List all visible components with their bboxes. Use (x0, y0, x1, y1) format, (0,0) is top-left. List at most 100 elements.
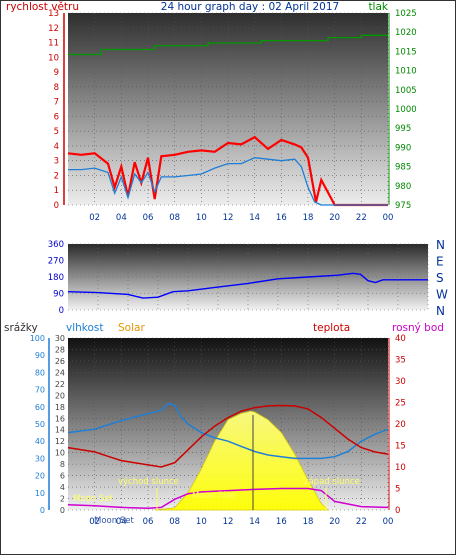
panel-1-y-right-tick-label: 1020 (395, 28, 417, 38)
panel-3-y-left2-tick-label: 10 (55, 449, 65, 458)
panel-1-series-line-1 (68, 157, 388, 206)
panel-3-markers (156, 415, 327, 510)
panel-1-series-line-0 (67, 135, 388, 207)
annotation-moon-set-2: Moon Set (94, 516, 134, 526)
panel-1-y-left-tick-label: 3 (54, 157, 59, 167)
panel-3-y-right-tick-label: 40 (395, 334, 406, 344)
panel-3-y-right-tick-label: 15 (395, 442, 406, 452)
panel-2-y-left-tick-label: 360 (48, 240, 64, 250)
panel-3-y-left1-tick-label: 90 (35, 351, 45, 360)
panel-3-y-left1-tick-label: 40 (35, 437, 45, 446)
panel-1-x-tick-label: 08 (169, 213, 180, 223)
panel-1-y-left-tick-label: 10 (48, 53, 59, 63)
panel-3-y-left2-tick-label: 4 (60, 483, 65, 492)
panel-3-y-left1-tick-label: 50 (35, 420, 45, 429)
panel-3-y-right-tick-label: 35 (395, 356, 406, 366)
panel-1-y-left-tick-label: 0 (54, 201, 59, 211)
panel-3-y-right-tick-label: 0 (395, 506, 400, 516)
panel-3-y-left1-tick-label: 10 (35, 489, 45, 498)
panel-3-y-left2-tick-label: 12 (55, 437, 65, 446)
panel-3-y-left2-tick-label: 6 (60, 472, 65, 481)
panel-2-direction-label: W (436, 288, 448, 302)
panel-3-y-right-tick-label: 5 (395, 485, 400, 495)
panel-1-y-right-tick-label: 985 (395, 163, 411, 173)
legend-vlhkost: vlhkost (66, 322, 104, 334)
panel-3-x-tick-label: 02 (89, 517, 100, 527)
chart-title: 24 hour graph day : 02 April 2017 (161, 1, 339, 13)
panel-3-solar-area (154, 410, 329, 511)
panel-3-y-left1-tick-label: 30 (35, 454, 45, 463)
panel-3-x-tick-label: 12 (223, 517, 234, 527)
panel-3-x-tick-label: 18 (303, 517, 314, 527)
panel-3-y-right-tick-label: 20 (395, 420, 406, 430)
panel-3-x-tick-label: 10 (196, 517, 207, 527)
panel-3-y-right-ticks: 0 5 10 15 20 25 30 35 40 (388, 334, 406, 516)
panel-3-series-line-2 (67, 487, 389, 510)
panel-1-series (67, 34, 388, 207)
panel-1-x-tick-label: 00 (383, 213, 394, 223)
panel-1-y-left-tick-label: 2 (54, 171, 59, 181)
panel-1-x-tick-label: 10 (196, 213, 207, 223)
panel-3-y-left2-tick-label: 24 (55, 368, 65, 377)
panel-3-y-left1-tick-label: 70 (35, 386, 45, 395)
panel-3-y-left2-tick-label: 28 (55, 345, 65, 354)
panel-3-x-ticks: 02 04 06 08 10 12 14 16 18 20 22 00 (89, 517, 393, 527)
panel-3-y-right-tick-label: 30 (395, 377, 406, 387)
panel-2-y-left-tick-label: 90 (53, 290, 64, 300)
panel-1-x-tick-label: 20 (329, 213, 340, 223)
panel-3-x-tick-label: 20 (329, 517, 340, 527)
panel-2-grid (68, 243, 429, 311)
panel-1-y-left-tick-label: 9 (54, 68, 59, 78)
panel-1-x-ticks: 02 04 06 08 10 12 14 16 18 20 22 00 (89, 213, 393, 223)
panel-1-y-left-tick-label: 5 (54, 127, 59, 137)
legend-teplota: teplota (313, 322, 350, 334)
panel-1-y-left-tick-label: 8 (54, 83, 59, 93)
panel-2-y-left-tick-label: 270 (48, 257, 64, 267)
panel-3-y-right-tick-label: 10 (395, 463, 406, 473)
panel-3-y-left1-tick-label: 20 (35, 472, 45, 481)
panel-3-y-left1-tick-label: 60 (35, 403, 45, 412)
panel-3-y-left2-tick-label: 0 (60, 506, 65, 515)
panel-1-x-tick-label: 16 (276, 213, 287, 223)
panel-1-ylabel-right: tlak (368, 1, 388, 13)
panel-1-x-tick-label: 22 (356, 213, 367, 223)
legend-rosny-bod: rosný bod (392, 322, 444, 334)
panel-3-series-line-0 (67, 402, 389, 460)
panel-3-solar-area-shape (154, 410, 329, 511)
panel-1-y-right-ticks: 975 980 985 990 995 1000 1005 1010 1015 1020 1025 (388, 9, 417, 211)
panel-3-y-left2-tick-label: 2 (60, 495, 65, 504)
panel-1-x-tick-label: 04 (116, 213, 127, 223)
panel-1-y-right-tick-label: 990 (395, 143, 411, 153)
annotation-moon-set-1: Moon Set (73, 494, 113, 504)
panel-3-y-left1-tick-label: 0 (40, 506, 45, 515)
panel-1-series-line-2 (68, 34, 388, 56)
panel-1-y-left-tick-label: 11 (48, 39, 59, 49)
panel-3-y-left1-ticks: 0 10 20 30 40 50 60 70 80 90 100 (30, 334, 50, 515)
panel-2-direction-label: S (436, 271, 444, 285)
panel-1-y-right-tick-label: 995 (395, 124, 411, 134)
panel-3-x-tick-label: 22 (356, 517, 367, 527)
panel-1-ylabel-left: rychlost větru (6, 1, 79, 13)
panel-3-x-tick-label: 04 (116, 517, 127, 527)
panel-1-x-tick-label: 06 (143, 213, 154, 223)
panel-1-y-right-tick-label: 975 (395, 201, 411, 211)
panel-1-y-right-tick-label: 1000 (395, 105, 417, 115)
panel-1-y-left-tick-label: 12 (48, 24, 59, 34)
panel-3-x-tick-label: 00 (383, 517, 394, 527)
annotation-zapad-slunce: západ slunce (304, 477, 360, 487)
panel-1-y-right-tick-label: 1025 (395, 9, 417, 19)
panel-1-y-left-tick-label: 7 (54, 98, 59, 108)
panel-1-x-tick-label: 14 (249, 213, 260, 223)
panel-3-series (67, 402, 389, 510)
panel-2-y-left-tick-label: 180 (48, 273, 64, 283)
panel-3-x-tick-label: 16 (276, 517, 287, 527)
panel-3-y-left2-tick-label: 14 (55, 426, 65, 435)
panel-1-y-right-tick-label: 980 (395, 182, 411, 192)
panel-2-direction-label: E (436, 255, 444, 269)
panel-1-x-tick-label: 18 (303, 213, 314, 223)
